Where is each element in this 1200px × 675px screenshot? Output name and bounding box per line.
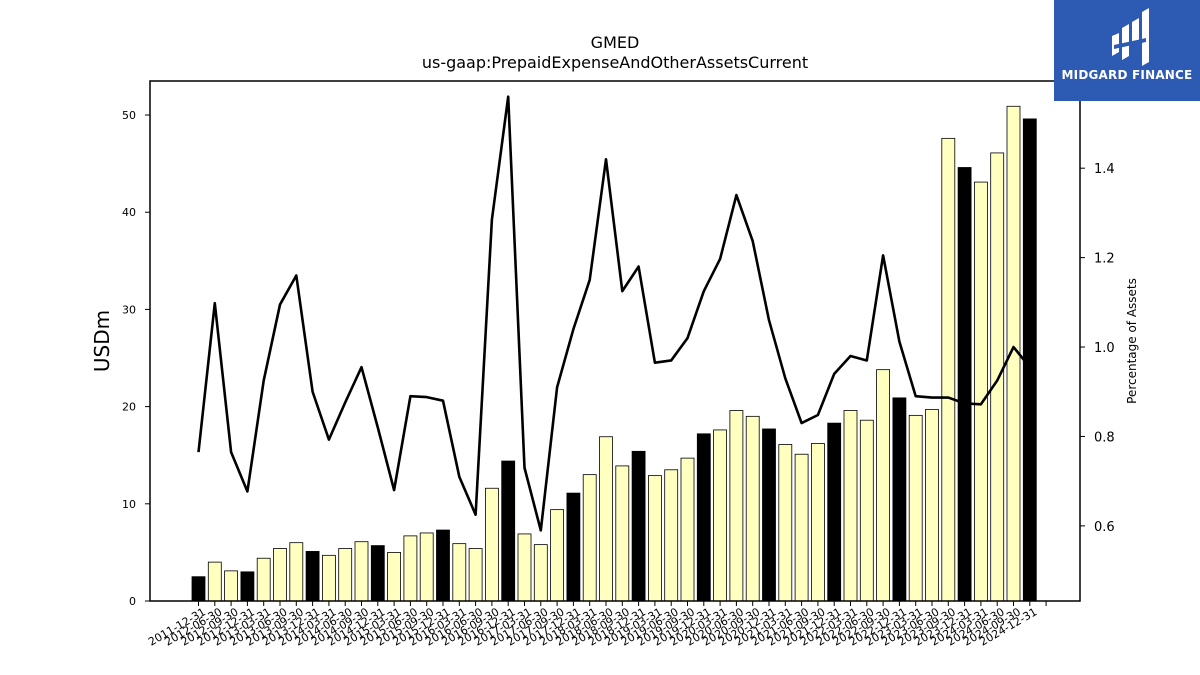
bar (811, 443, 825, 602)
bar (876, 369, 890, 602)
y-tick-label: 30 (122, 303, 136, 316)
logo-text: MIDGARD FINANCE (1061, 68, 1193, 82)
y2-tick-label: 0.6 (1094, 520, 1115, 535)
percentage-line (197, 95, 1031, 532)
bar (582, 474, 597, 602)
plot-frame (149, 80, 1081, 602)
bar (273, 548, 287, 602)
bar (452, 543, 467, 602)
chart-title: GMED (590, 33, 640, 52)
bar (696, 433, 711, 602)
bar (338, 548, 353, 602)
bar (908, 414, 923, 602)
bar (240, 571, 255, 602)
bar (859, 419, 874, 602)
y-tick-label: 20 (122, 401, 136, 414)
y2-tick-label: 1.4 (1094, 162, 1115, 177)
bar (370, 545, 385, 602)
bar (941, 137, 956, 602)
bar (892, 397, 907, 602)
bar (843, 410, 858, 602)
bar (778, 444, 793, 602)
bar (387, 552, 402, 602)
bar (191, 576, 206, 602)
bar (256, 557, 271, 602)
bar (680, 457, 695, 602)
bar (729, 410, 744, 602)
y2-tick-label: 0.8 (1094, 430, 1115, 445)
y-tick-label: 50 (122, 109, 136, 122)
bar (533, 544, 548, 602)
midgard-finance-logo: MIDGARD FINANCE (1054, 0, 1200, 101)
y-tick-label: 40 (122, 206, 136, 219)
midgard-logo-mark-icon (1112, 8, 1149, 66)
y-tick-label: 10 (122, 498, 136, 511)
bar (974, 181, 988, 602)
bar (207, 561, 222, 602)
bar (305, 551, 320, 602)
bar (354, 541, 369, 602)
bar (321, 554, 336, 602)
bar (599, 436, 613, 602)
bars-layer (191, 105, 1037, 602)
bar (827, 422, 842, 602)
chart-subtitle: us-gaap:PrepaidExpenseAndOtherAssetsCurr… (421, 53, 809, 72)
bar (713, 429, 727, 602)
bar (436, 529, 450, 602)
bar (794, 453, 809, 602)
bar (419, 532, 434, 602)
bar (745, 415, 760, 602)
bar (631, 450, 646, 602)
y2-tick-label: 1.0 (1094, 341, 1115, 356)
y2-axis-label: Percentage of Assets (1125, 278, 1139, 404)
bar (517, 533, 532, 602)
y-tick-label: 0 (129, 595, 136, 608)
bar (664, 469, 679, 602)
bar (762, 428, 776, 602)
bar (957, 167, 972, 602)
bar (648, 475, 662, 602)
bar (289, 542, 304, 602)
bar (925, 409, 939, 602)
bar (990, 152, 1005, 602)
y-axis-label: USDm (90, 310, 114, 372)
bar (550, 509, 564, 602)
bar (403, 535, 418, 602)
bar (484, 487, 499, 602)
bar (615, 465, 630, 602)
y2-tick-label: 1.2 (1094, 252, 1115, 267)
bar (501, 460, 516, 602)
bar (566, 492, 581, 602)
ticks-layer: 010203040500.60.81.01.21.42011-12-312012… (122, 109, 1115, 649)
bar (468, 548, 483, 602)
axes-layer (149, 80, 1081, 602)
bar (224, 570, 239, 602)
line-layer (197, 95, 1031, 532)
